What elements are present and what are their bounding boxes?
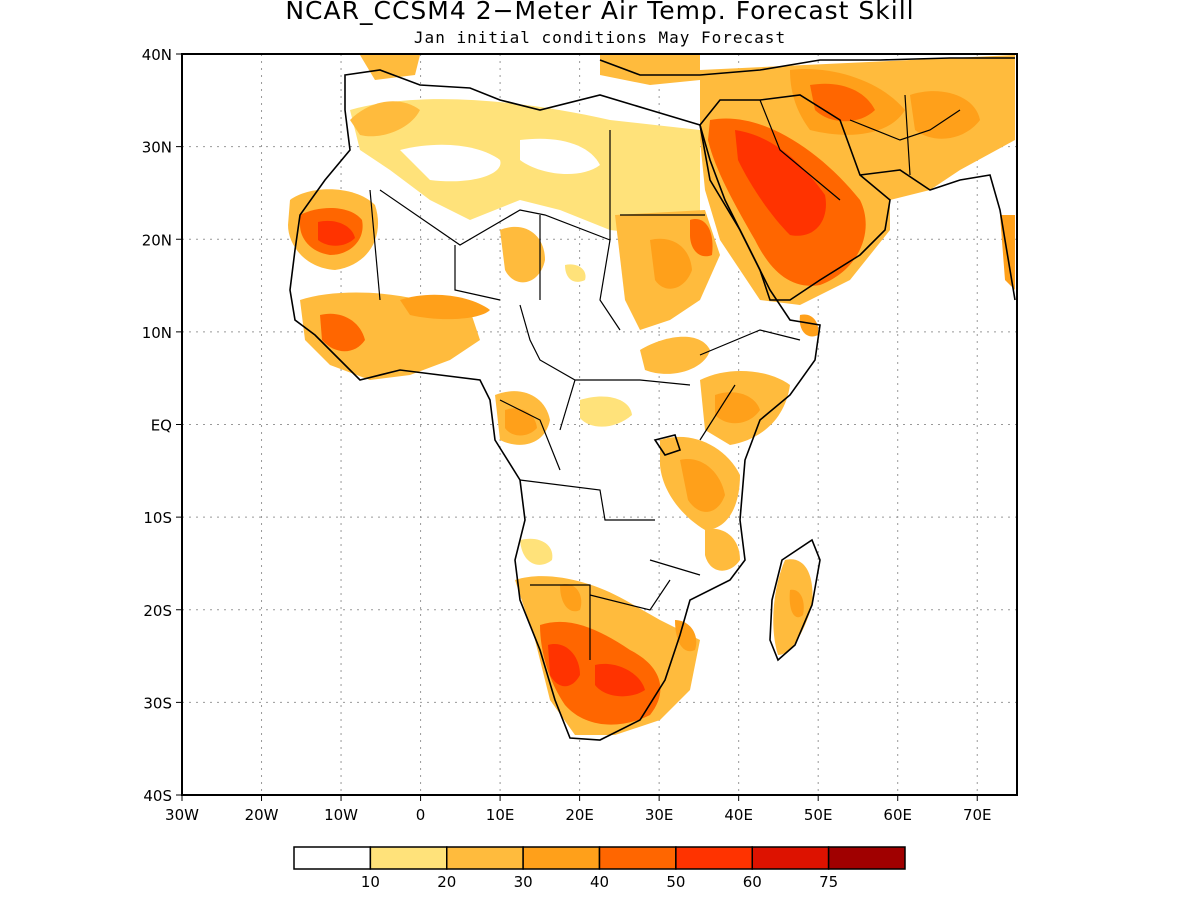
skill-region xyxy=(580,396,632,427)
map-title: NCAR_CCSM4 2−Meter Air Temp. Forecast Sk… xyxy=(285,0,915,25)
skill-region xyxy=(640,336,710,374)
legend-label: 60 xyxy=(743,873,762,891)
skill-region xyxy=(650,238,692,289)
skill-region xyxy=(600,55,700,85)
skill-region xyxy=(560,584,582,612)
legend-swatch xyxy=(675,846,753,870)
y-tick-label: EQ xyxy=(151,417,172,435)
y-tick-label: 40N xyxy=(142,46,172,64)
x-tick-label: 50E xyxy=(804,806,833,824)
skill-region xyxy=(680,459,725,512)
legend-swatch xyxy=(522,846,601,870)
madagascar-coastline xyxy=(769,538,821,662)
x-tick-label: 30E xyxy=(645,806,674,824)
skill-region xyxy=(705,528,740,571)
x-tick-label: 70E xyxy=(963,806,992,824)
country-borders xyxy=(369,94,961,660)
skill-region xyxy=(799,314,819,337)
color-legend: 10 20 30 40 50 60 75 xyxy=(293,846,906,891)
skill-region xyxy=(675,620,697,652)
arabia-coastline xyxy=(699,94,891,301)
x-tick-label: 60E xyxy=(883,806,912,824)
skill-region xyxy=(360,55,420,80)
skill-shading xyxy=(288,55,1015,735)
skill-region xyxy=(715,392,760,424)
skill-region xyxy=(548,644,580,687)
skill-region xyxy=(520,138,600,175)
legend-swatch xyxy=(827,846,906,870)
legend-swatch xyxy=(446,846,524,870)
skill-region xyxy=(789,589,804,618)
europe-coastline xyxy=(599,57,1015,76)
legend-label: 50 xyxy=(666,873,685,891)
legend-label: 75 xyxy=(819,873,838,891)
skill-region xyxy=(565,264,586,282)
skill-region xyxy=(400,144,501,182)
skill-region xyxy=(520,538,553,565)
skill-region xyxy=(595,663,645,697)
legend-label: 10 xyxy=(361,873,380,891)
legend-swatch xyxy=(751,846,830,870)
skill-region xyxy=(505,408,537,436)
skill-region xyxy=(318,220,355,246)
skill-region xyxy=(735,130,826,236)
x-tick-label: 0 xyxy=(416,806,426,824)
legend-swatch xyxy=(598,846,677,870)
asia-coastline xyxy=(859,169,1016,301)
x-tick-label: 10W xyxy=(324,806,358,824)
legend-label: 20 xyxy=(437,873,456,891)
legend-label: 40 xyxy=(590,873,609,891)
coastlines xyxy=(289,57,1016,741)
y-tick-label: 30N xyxy=(142,139,172,157)
map-subtitle: Jan initial conditions May Forecast xyxy=(413,28,787,47)
skill-region xyxy=(690,219,713,257)
legend-swatch xyxy=(369,846,448,870)
x-tick-label: 20W xyxy=(245,806,279,824)
y-tick-label: 30S xyxy=(143,694,172,712)
y-tick-label: 10N xyxy=(142,324,172,342)
skill-region xyxy=(350,101,420,137)
lake-victoria xyxy=(653,434,682,456)
y-tick-label: 20S xyxy=(143,602,172,620)
x-tick-label: 30W xyxy=(165,806,199,824)
x-tick-label: 10E xyxy=(486,806,515,824)
x-tick-label: 20E xyxy=(565,806,594,824)
skill-region xyxy=(400,294,490,320)
y-tick-label: 40S xyxy=(143,787,172,805)
legend-label: 30 xyxy=(514,873,533,891)
skill-region xyxy=(320,313,365,352)
y-tick-label: 20N xyxy=(142,231,172,249)
skill-region xyxy=(910,91,980,139)
y-tick-label: 10S xyxy=(143,509,172,527)
x-tick-label: 40E xyxy=(724,806,753,824)
legend-swatch xyxy=(293,846,372,870)
skill-region xyxy=(500,226,545,283)
skill-region xyxy=(350,99,700,240)
